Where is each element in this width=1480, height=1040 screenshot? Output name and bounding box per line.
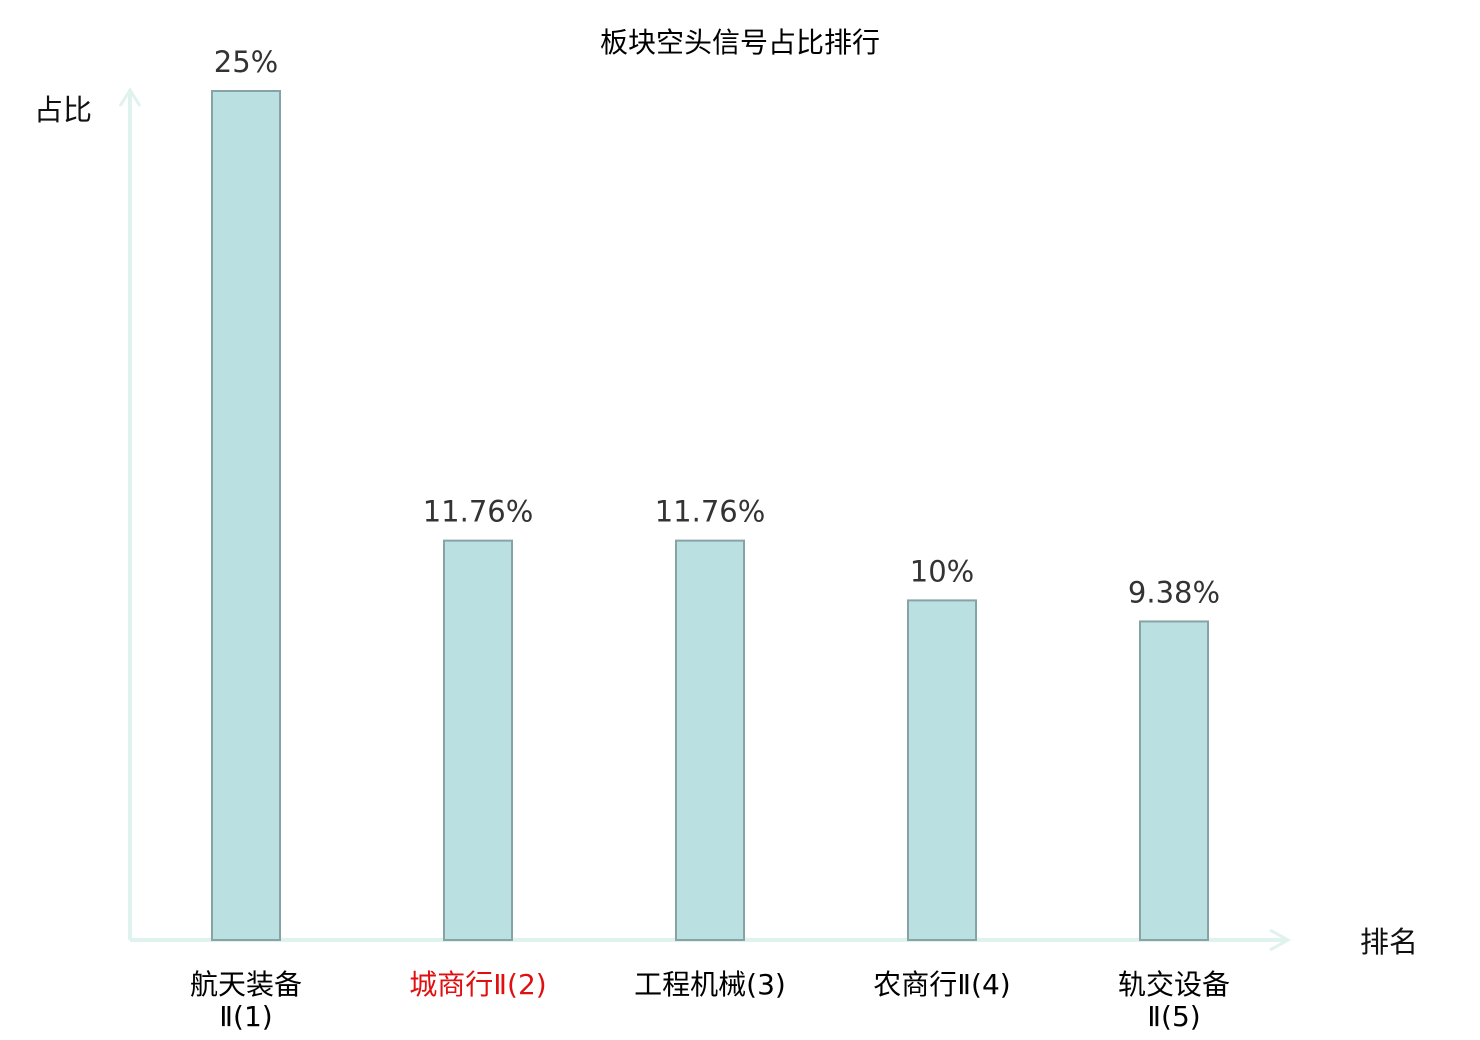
- bar-4: [907, 599, 977, 942]
- value-label-3: 11.76%: [655, 495, 766, 529]
- value-label-4: 10%: [910, 554, 974, 588]
- value-label-2: 11.76%: [423, 495, 534, 529]
- category-label-2: 城商行Ⅱ(2): [409, 968, 546, 1001]
- category-label-1: 航天装备: [190, 968, 302, 1001]
- value-label-1: 25%: [214, 45, 278, 79]
- x-axis: 排名: [130, 925, 1418, 959]
- y-axis-arrow: [118, 87, 142, 107]
- category-label-5: 轨交设备: [1118, 968, 1230, 1001]
- bar-5: [1139, 620, 1209, 941]
- value-labels-layer: 25% 11.76% 11.76% 10% 9.38%: [214, 45, 1220, 609]
- x-axis-label: 排名: [1360, 925, 1418, 959]
- category-label-4: 农商行Ⅱ(4): [873, 968, 1010, 1001]
- category-label-5-line2: Ⅱ(5): [1147, 1000, 1200, 1033]
- y-axis: 占比: [34, 87, 142, 940]
- category-label-1-line2: Ⅱ(1): [219, 1000, 272, 1033]
- bar-2: [443, 539, 513, 941]
- category-label-3: 工程机械(3): [634, 968, 786, 1001]
- bar-1: [211, 90, 281, 941]
- chart-title: 板块空头信号占比排行: [600, 26, 880, 59]
- x-axis-arrow: [1269, 928, 1292, 952]
- value-label-5: 9.38%: [1128, 575, 1220, 609]
- bars-layer: [211, 90, 1209, 942]
- y-axis-label: 占比: [34, 93, 92, 127]
- bar-3: [675, 539, 745, 941]
